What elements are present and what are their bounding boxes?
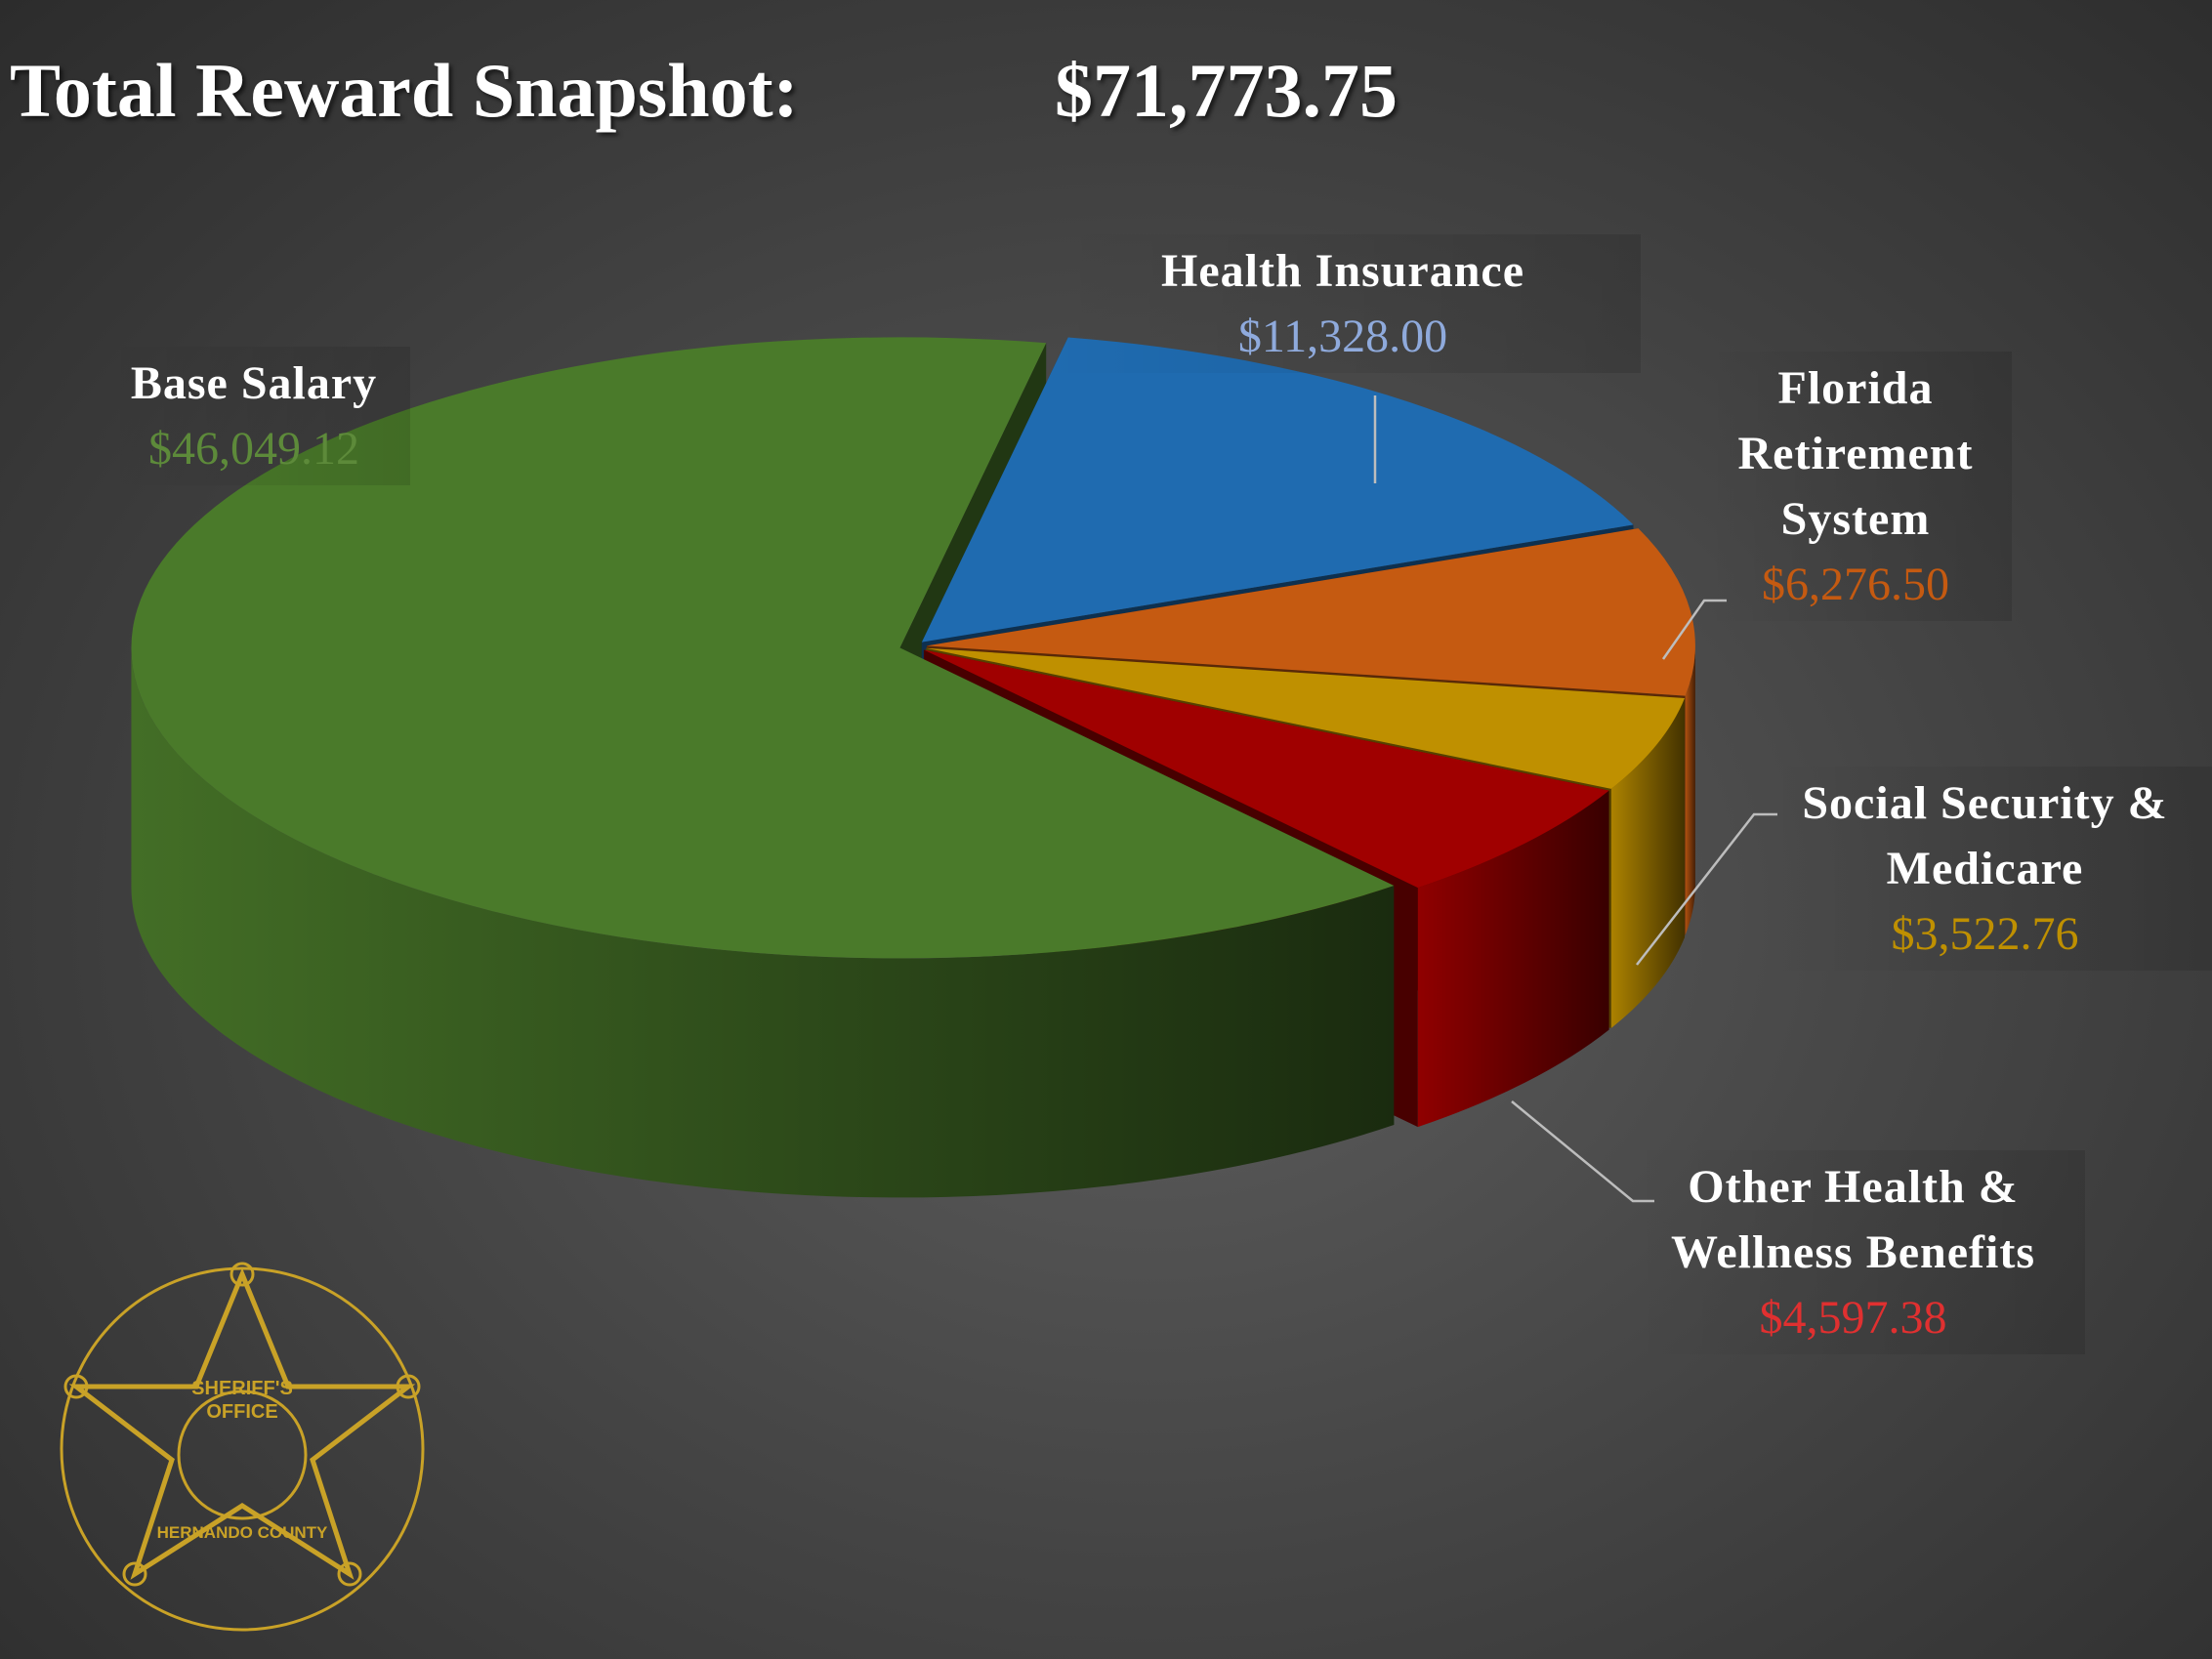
logo-circle — [60, 1266, 425, 1632]
category-label: Other Health & Wellness Benefits — [1671, 1161, 2035, 1278]
logo-star — [68, 1267, 416, 1580]
category-label: Base Salary — [130, 357, 378, 409]
slice-side — [1685, 645, 1695, 935]
slice-side — [1417, 790, 1609, 1128]
logo: SHERIFF'S OFFICE HERNANDO COUNTY — [60, 1262, 425, 1632]
pie — [131, 337, 1695, 1198]
slice-side — [131, 647, 1395, 1198]
leader-line — [1636, 812, 1777, 966]
logo-text: HERNANDO COUNTY — [157, 1523, 328, 1542]
slice — [131, 337, 1395, 959]
slice — [926, 647, 1686, 789]
category-label: Health Insurance — [1160, 245, 1524, 297]
category-label: Social Security & Medicare — [1802, 777, 2168, 894]
slice — [926, 528, 1695, 696]
data-label: Other Health & Wellness Benefits $4,597.3… — [1621, 1150, 2085, 1354]
logo-tip — [230, 1262, 255, 1287]
total-label: $71,773.75 — [1055, 48, 1398, 133]
chart-title: Total Reward Snapshot: — [10, 48, 799, 133]
slice — [923, 649, 1609, 889]
value-label: $46,049.12 — [148, 423, 359, 475]
logo-tip — [122, 1561, 147, 1587]
value-label: $6,276.50 — [1762, 559, 1949, 610]
data-label: Base Salary $46,049.12 — [98, 347, 410, 485]
value-label: $4,597.38 — [1759, 1292, 1947, 1344]
leader-line — [1661, 599, 1727, 660]
logo-seal — [177, 1389, 308, 1520]
data-label: Florida Retirement System $6,276.50 — [1699, 352, 2012, 621]
data-label: Health Insurance $11,328.00 — [1045, 234, 1641, 373]
logo-tip — [337, 1561, 362, 1587]
value-label: $11,328.00 — [1237, 311, 1448, 362]
logo-tip — [63, 1374, 89, 1399]
logo-text: OFFICE — [206, 1401, 277, 1423]
data-label: Social Security & Medicare $3,522.76 — [1758, 767, 2212, 971]
category-label: Florida Retirement System — [1737, 362, 1974, 545]
value-label: $3,522.76 — [1891, 908, 2079, 960]
logo-text: SHERIFF'S — [191, 1378, 293, 1399]
leader-line — [1511, 1100, 1654, 1203]
slice-side — [1610, 697, 1686, 1028]
leaders — [1373, 395, 1777, 1203]
slice — [921, 337, 1634, 643]
logo-tip — [396, 1374, 421, 1399]
